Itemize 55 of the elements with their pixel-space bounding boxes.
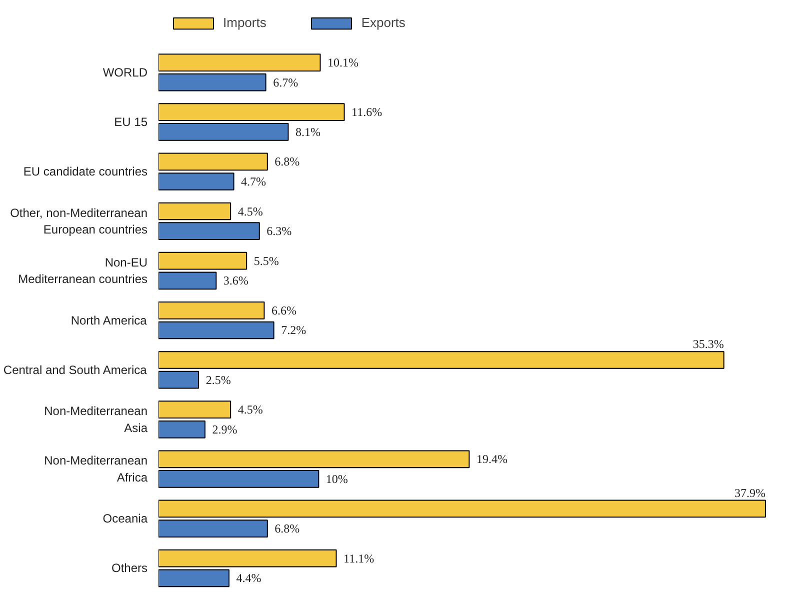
bar bbox=[158, 202, 232, 220]
bar bbox=[158, 420, 206, 438]
y-tick-label: North America bbox=[70, 313, 148, 328]
bar bbox=[158, 73, 266, 92]
data-label: 10.1% bbox=[328, 56, 359, 70]
bar bbox=[158, 172, 234, 190]
data-label: 3.6% bbox=[223, 274, 248, 288]
bar bbox=[158, 549, 337, 568]
bar bbox=[158, 370, 200, 389]
data-label: 19.4% bbox=[476, 452, 508, 466]
data-label: 5.5% bbox=[254, 254, 279, 268]
data-label: 6.3% bbox=[266, 224, 292, 238]
y-tick-label: Non-EU Mediterranean countries bbox=[18, 255, 148, 286]
y-tick-label: EU candidate countries bbox=[23, 164, 148, 179]
data-label: 7.2% bbox=[281, 323, 306, 338]
data-label: 2.9% bbox=[212, 422, 238, 436]
bar bbox=[158, 54, 321, 72]
data-label: 6.6% bbox=[271, 303, 296, 318]
bar bbox=[158, 152, 268, 171]
data-label: 4.7% bbox=[241, 174, 266, 189]
data-label: 4.4% bbox=[236, 571, 262, 586]
legend-label: Imports bbox=[223, 15, 266, 30]
y-tick-label: Oceania bbox=[102, 512, 148, 526]
data-label: 6.7% bbox=[273, 75, 298, 90]
y-tick-label: Non-Mediterranean Africa bbox=[44, 454, 148, 484]
bar bbox=[158, 351, 724, 369]
y-tick-label: Non-Mediterranean Asia bbox=[44, 404, 148, 435]
y-tick-label: WORLD bbox=[102, 65, 148, 80]
data-label: 11.1% bbox=[344, 551, 374, 566]
y-tick-label: Other, non-Mediterranean European countries bbox=[10, 206, 148, 237]
bar bbox=[158, 500, 766, 518]
bar bbox=[158, 470, 320, 488]
data-label: 10% bbox=[326, 472, 348, 486]
y-tick-label: Central and South America bbox=[3, 362, 148, 377]
data-label: 8.1% bbox=[296, 124, 321, 139]
data-label: 6.8% bbox=[274, 154, 300, 169]
data-label: 37.9% bbox=[734, 486, 766, 500]
bar bbox=[158, 400, 232, 419]
bar bbox=[158, 450, 470, 468]
bar bbox=[158, 103, 345, 122]
bar bbox=[158, 123, 289, 141]
legend-label: Exports bbox=[361, 15, 406, 30]
data-label: 2.5% bbox=[206, 372, 231, 387]
data-label: 35.3% bbox=[692, 337, 724, 352]
data-label: 4.5% bbox=[238, 402, 263, 417]
y-tick-label: EU 15 bbox=[114, 115, 148, 130]
bar bbox=[158, 301, 265, 320]
bar bbox=[158, 569, 230, 588]
bar bbox=[158, 520, 268, 538]
y-tick-label: Others bbox=[111, 561, 148, 576]
data-label: 4.5% bbox=[238, 204, 263, 218]
bar bbox=[158, 222, 260, 240]
data-label: 6.8% bbox=[274, 522, 300, 536]
data-label: 11.6% bbox=[352, 105, 382, 120]
bar bbox=[158, 321, 274, 340]
